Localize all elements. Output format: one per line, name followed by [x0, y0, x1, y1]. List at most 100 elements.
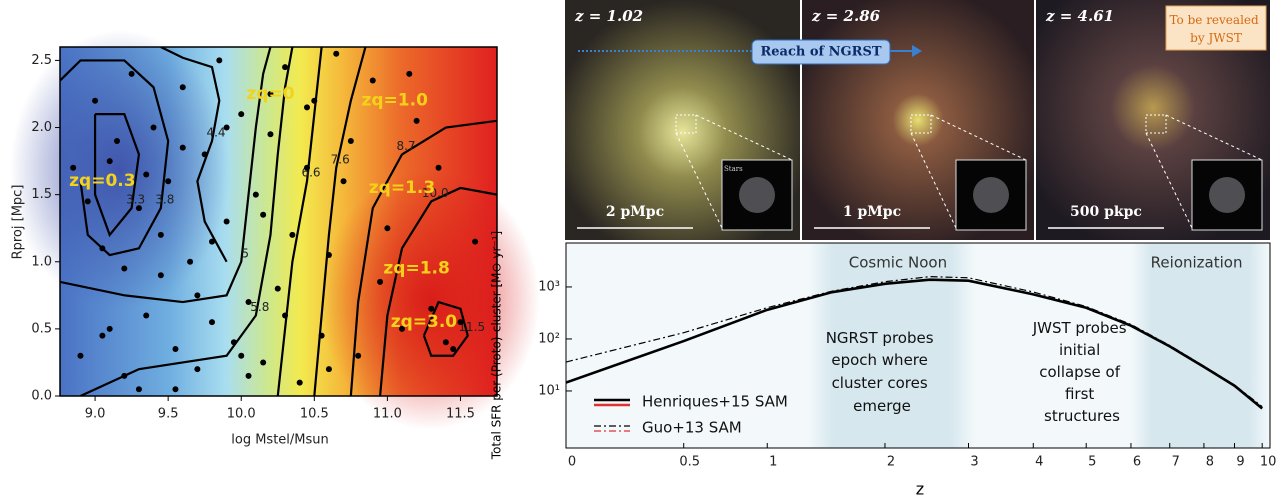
- x-tick-label: 0.5: [679, 455, 700, 470]
- x-tick-label: 9.0: [85, 407, 106, 422]
- scatter-point: [107, 326, 113, 332]
- scatter-point: [216, 57, 222, 63]
- y-tick-label: 2.5: [31, 53, 52, 68]
- scatter-point: [172, 386, 178, 392]
- scatter-point: [246, 299, 252, 305]
- annotation: zq=1.3: [369, 178, 435, 198]
- scatter-point: [443, 339, 449, 345]
- y-tick-label: 0.5: [31, 321, 52, 336]
- scatter-point: [267, 131, 273, 137]
- scale-label: 2 pMpc: [606, 204, 664, 220]
- scatter-point: [436, 165, 442, 171]
- scatter-point: [341, 178, 347, 184]
- scatter-point: [297, 380, 303, 386]
- scatter-point: [326, 366, 332, 372]
- scatter-point: [187, 259, 193, 265]
- scatter-point: [231, 339, 237, 345]
- scatter-point: [209, 319, 215, 325]
- y-tick-label: 0.0: [31, 389, 52, 404]
- epoch-band: [1131, 243, 1270, 448]
- x-tick-label: 10: [1260, 455, 1277, 470]
- x-tick-label: 4: [1035, 455, 1043, 470]
- contour-label: 8.7: [396, 139, 415, 153]
- scatter-point: [172, 346, 178, 352]
- scatter-point: [304, 165, 310, 171]
- x-tick-label: 5: [1088, 455, 1096, 470]
- line-chart: z Total SFR per (Proto)-cluster [M⊙ yr⁻¹…: [490, 231, 1277, 499]
- scatter-point: [282, 312, 288, 318]
- x-tick-label: 1: [769, 455, 777, 470]
- scatter-point: [99, 245, 105, 251]
- scatter-point: [260, 212, 266, 218]
- scatter-point: [472, 239, 478, 245]
- x-tick-label: 11.0: [373, 407, 402, 422]
- scatter-point: [180, 84, 186, 90]
- scatter-point: [121, 373, 127, 379]
- scatter-point: [180, 145, 186, 151]
- scatter-point: [428, 306, 434, 312]
- annotation: zq=3.0: [391, 312, 458, 332]
- scatter-point: [311, 98, 317, 104]
- scatter-point: [151, 125, 157, 131]
- panel-redshift: z = 4.61: [1045, 7, 1114, 25]
- y-axis-label: Rproj [Mpc]: [11, 185, 26, 260]
- scatter-point: [246, 373, 252, 379]
- y-tick-label: 1.0: [31, 254, 52, 269]
- scatter-point: [202, 151, 208, 157]
- scatter-point: [275, 286, 281, 292]
- scatter-point: [319, 333, 325, 339]
- y-tick-label: 10³: [538, 279, 560, 294]
- scatter-point: [326, 252, 332, 258]
- annotation: zq=1.8: [383, 258, 449, 278]
- y-tick-label: 1.5: [31, 187, 52, 202]
- scatter-point: [457, 319, 463, 325]
- scatter-point: [304, 104, 310, 110]
- scatter-point: [224, 125, 230, 131]
- panel-redshift: z = 1.02: [574, 7, 643, 25]
- scale-label: 500 pkpc: [1070, 204, 1142, 220]
- scatter-point: [77, 353, 83, 359]
- inset-glow: [739, 177, 775, 213]
- scatter-point: [355, 353, 361, 359]
- scatter-point: [282, 64, 288, 70]
- scatter-point: [384, 225, 390, 231]
- band-label: Reionization: [1151, 254, 1243, 272]
- heatmap: [320, 170, 540, 430]
- scatter-point: [70, 165, 76, 171]
- scatter-point: [348, 138, 354, 144]
- legend-label: Guo+13 SAM: [642, 419, 742, 437]
- scatter-point: [333, 51, 339, 57]
- scatter-point: [158, 272, 164, 278]
- x-tick-label: 10.5: [300, 407, 329, 422]
- y-tick-label: 2.0: [31, 120, 52, 135]
- x-axis-label: log Mstel/Msun: [231, 433, 329, 448]
- scatter-point: [158, 232, 164, 238]
- inset-glow: [973, 177, 1009, 213]
- scatter-point: [377, 279, 383, 285]
- scatter-point: [406, 71, 412, 77]
- scatter-point: [260, 359, 266, 365]
- annotation: JWST probes initial collapse of first st…: [1032, 319, 1132, 425]
- x-tick-label: 8: [1206, 455, 1214, 470]
- contour-chart: log Mstel/Msun Rproj [Mpc] 4.43.83.355.8…: [10, 30, 540, 448]
- panel-redshift: z = 2.86: [811, 7, 881, 25]
- scatter-point: [121, 265, 127, 271]
- scatter-point: [85, 198, 91, 204]
- x-tick-label: 2: [887, 455, 895, 470]
- scatter-point: [107, 158, 113, 164]
- x-tick-label: 11.5: [446, 407, 475, 422]
- contour-label: 3.3: [126, 193, 145, 207]
- scatter-point: [253, 192, 259, 198]
- scatter-point: [143, 312, 149, 318]
- scatter-point: [450, 346, 456, 352]
- scatter-point: [92, 98, 98, 104]
- scatter-point: [238, 353, 244, 359]
- scatter-point: [238, 111, 244, 117]
- arrow-label: Reach of NGRST: [760, 45, 881, 60]
- x-tick-label: 9.5: [158, 407, 179, 422]
- figure: log Mstel/Msun Rproj [Mpc] 4.43.83.355.8…: [0, 0, 1281, 500]
- scale-label: 1 pMpc: [843, 204, 901, 220]
- x-tick-label: 6: [1133, 455, 1141, 470]
- legend-label: Henriques+15 SAM: [642, 393, 788, 411]
- scatter-point: [136, 205, 142, 211]
